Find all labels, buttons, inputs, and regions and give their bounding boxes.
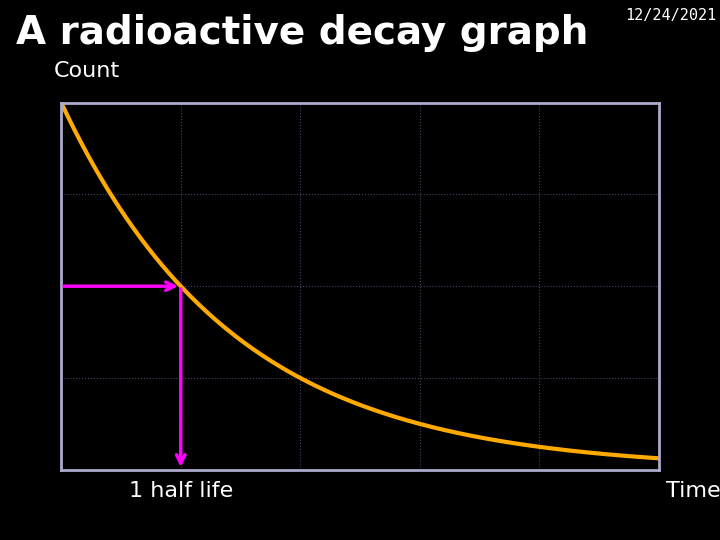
Text: Time: Time <box>666 481 720 501</box>
Text: 12/24/2021: 12/24/2021 <box>625 8 716 23</box>
Text: 1 half life: 1 half life <box>129 481 233 501</box>
Text: A radioactive decay graph: A radioactive decay graph <box>17 14 588 51</box>
Text: Count: Count <box>54 61 120 81</box>
